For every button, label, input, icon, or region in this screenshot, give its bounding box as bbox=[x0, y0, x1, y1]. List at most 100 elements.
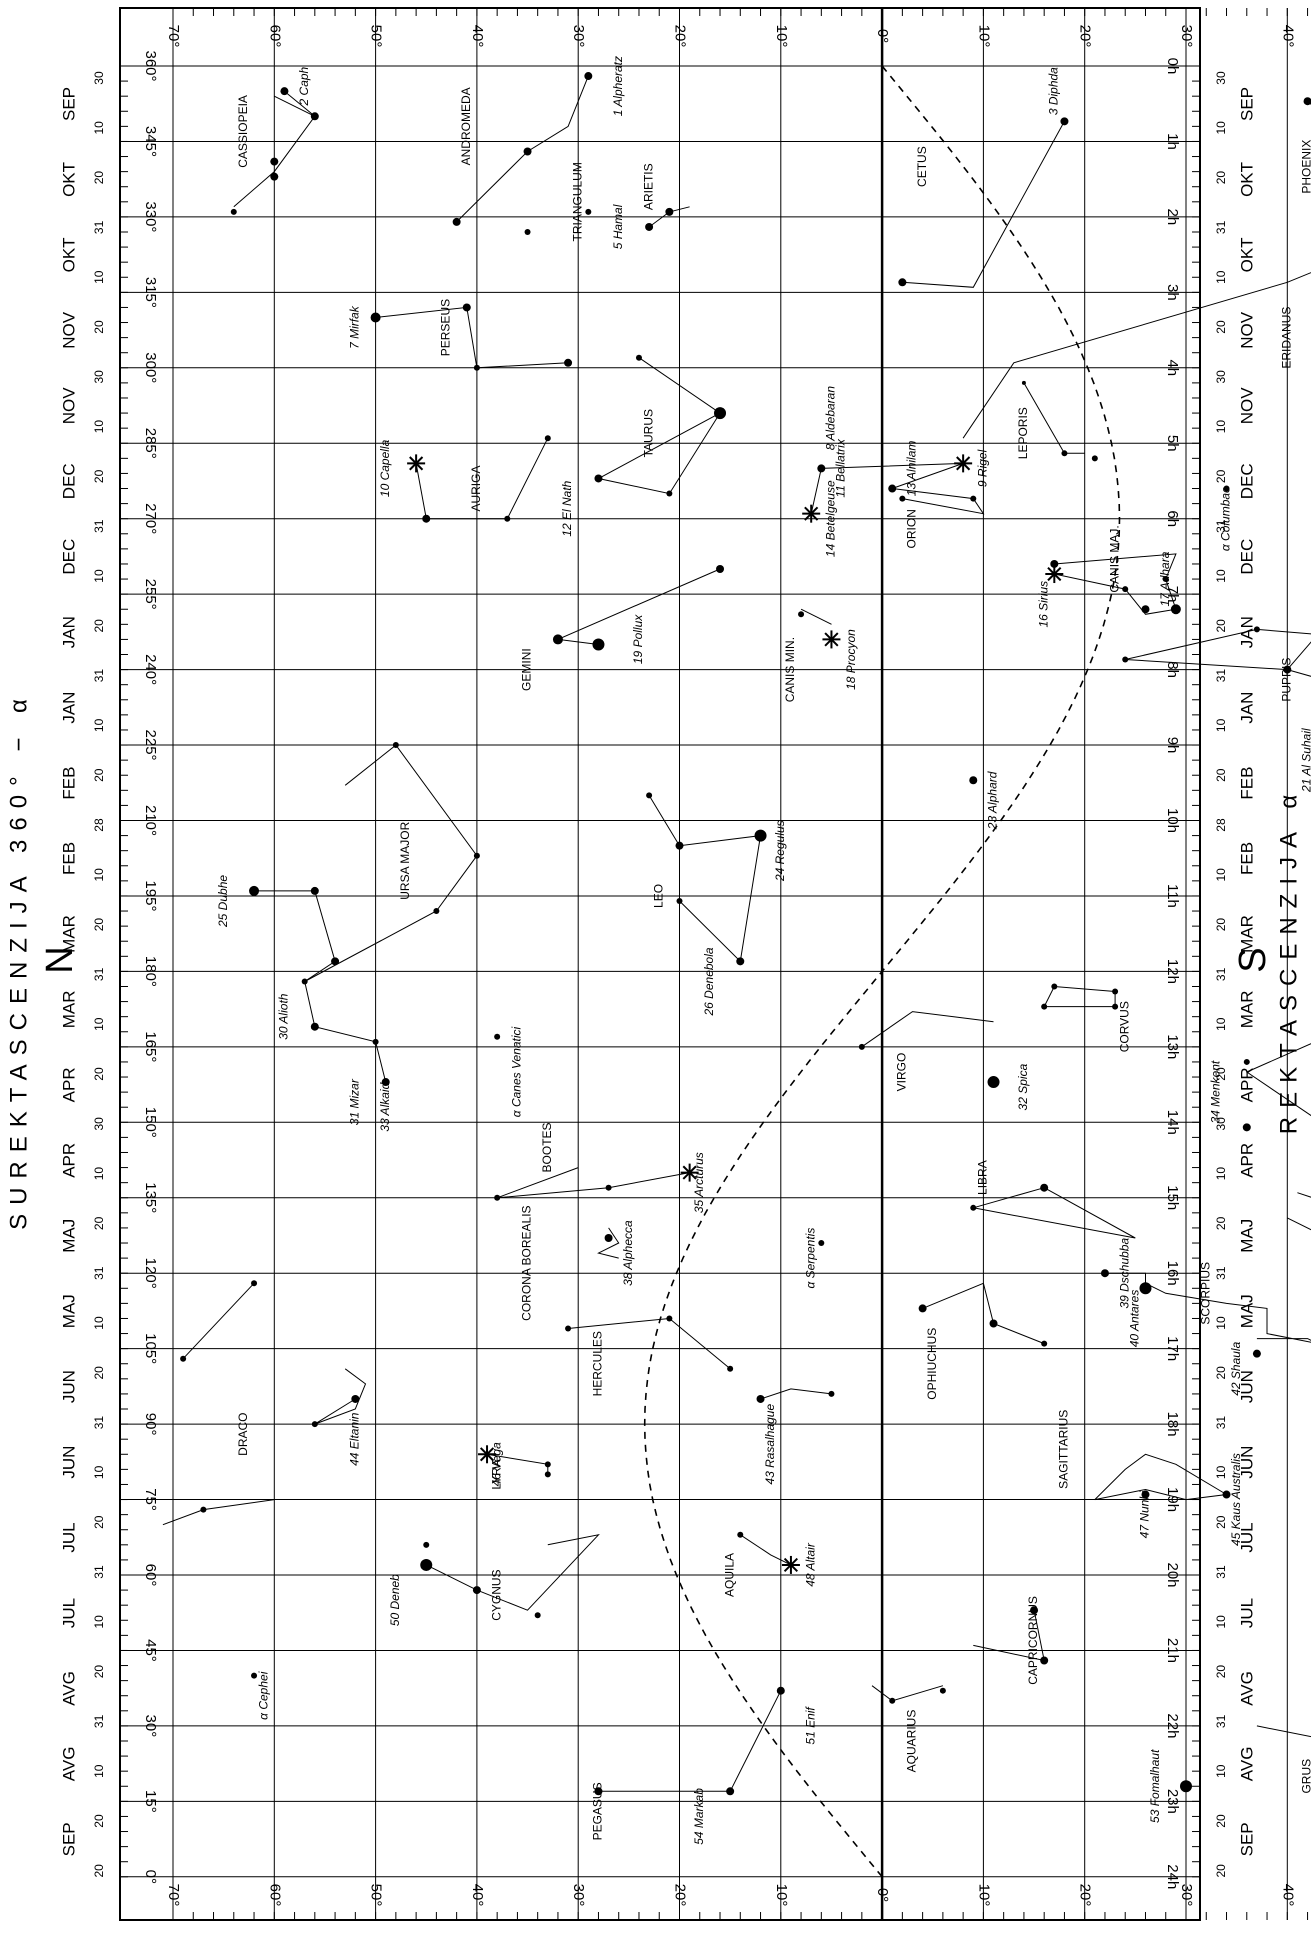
dec-tick-top: 0° bbox=[874, 29, 891, 43]
day-left: 20 bbox=[92, 768, 106, 782]
day-right: 20 bbox=[1214, 1216, 1228, 1230]
named-star-label: 13 Alnilam bbox=[905, 441, 919, 497]
month-left: SEP bbox=[59, 1822, 78, 1856]
month-left: NOV bbox=[59, 387, 78, 425]
ra-degree-tick: 120° bbox=[142, 1258, 159, 1289]
named-star-label: 53 Fomalhaut bbox=[1148, 1749, 1162, 1823]
day-left: 31 bbox=[92, 519, 106, 533]
crv-eps bbox=[1041, 1003, 1048, 1010]
day-left: 20 bbox=[92, 171, 106, 185]
day-right: 10 bbox=[1214, 1167, 1228, 1181]
month-left: APR bbox=[59, 1067, 78, 1102]
ra-hour-tick: 4h bbox=[1164, 359, 1181, 376]
day-left: 10 bbox=[92, 1316, 106, 1330]
mirfak bbox=[370, 312, 381, 323]
uma-psi bbox=[433, 908, 440, 915]
oph-beta bbox=[828, 1390, 835, 1397]
day-left: 20 bbox=[92, 469, 106, 483]
adhara bbox=[1170, 604, 1181, 615]
named-star-label: 38 Alphecca bbox=[621, 1220, 635, 1286]
hamal bbox=[645, 222, 654, 231]
corona-borealis-line bbox=[597, 1227, 620, 1259]
almach bbox=[452, 217, 461, 226]
dec-tick-top: 30° bbox=[1178, 25, 1195, 48]
oph-eta bbox=[1041, 1340, 1048, 1347]
month-left: NOV bbox=[59, 311, 78, 349]
oph-zeta bbox=[989, 1319, 998, 1328]
named-star-label: 45 Kaus Australis bbox=[1229, 1453, 1243, 1546]
named-star-label: 25 Dubhe bbox=[216, 875, 230, 928]
named-star-label: 19 Pollux bbox=[631, 614, 645, 664]
zubeneschamali bbox=[970, 1204, 977, 1211]
dra-eta bbox=[251, 1280, 258, 1287]
named-star-label: 54 Markab bbox=[692, 1788, 706, 1845]
capella-star bbox=[409, 456, 424, 471]
day-left: 30 bbox=[92, 1117, 106, 1131]
shaula bbox=[1252, 1349, 1261, 1358]
ophiuchus-line bbox=[922, 1282, 1045, 1345]
dec-tick-top: 70° bbox=[165, 25, 182, 48]
ra-hour-tick: 17h bbox=[1164, 1336, 1181, 1361]
dra-xi bbox=[311, 1421, 318, 1428]
ra-degree-tick: 300° bbox=[142, 352, 159, 383]
other-star-label: α Cephei bbox=[256, 1671, 270, 1720]
enif bbox=[776, 1686, 785, 1695]
named-star-label: 1 Alpheratz bbox=[611, 56, 625, 116]
ra-degree-tick: 0° bbox=[142, 1870, 159, 1884]
day-left: 31 bbox=[92, 1714, 106, 1728]
day-left: 31 bbox=[92, 1416, 106, 1430]
constellation-label: PHOENIX bbox=[1300, 140, 1311, 194]
constellation-label: CANIS MIN. bbox=[783, 637, 797, 702]
ra-degree-tick: 285° bbox=[142, 428, 159, 459]
ra-hour-tick: 16h bbox=[1164, 1261, 1181, 1286]
alpheratz bbox=[584, 72, 593, 81]
cas-epsilon bbox=[230, 208, 237, 215]
month-right: APR bbox=[1237, 1067, 1256, 1102]
ecliptic-line bbox=[643, 65, 1121, 1878]
alkaid bbox=[381, 1078, 390, 1087]
day-right: 30 bbox=[1214, 370, 1228, 384]
month-right: NOV bbox=[1237, 387, 1256, 425]
ra-hour-tick: 14h bbox=[1164, 1110, 1181, 1135]
markab bbox=[726, 1787, 735, 1796]
alpha-canes-venatici bbox=[494, 1033, 501, 1040]
constellation-label: CETUS bbox=[915, 146, 929, 187]
uma-mu bbox=[473, 852, 480, 859]
month-left: MAJ bbox=[59, 1294, 78, 1328]
dec-tick-bottom: 20° bbox=[672, 1884, 689, 1907]
lepus-line bbox=[1023, 382, 1085, 454]
gomeisa bbox=[798, 611, 805, 618]
north-letter: N bbox=[39, 946, 81, 973]
month-right: OKT bbox=[1237, 237, 1256, 272]
denebola bbox=[736, 957, 745, 966]
caph bbox=[280, 87, 289, 96]
ra-hour-tick: 21h bbox=[1164, 1638, 1181, 1663]
constellation-label: PEGASUS bbox=[591, 1782, 605, 1840]
constellation-label: CAPRICORNUS bbox=[1026, 1596, 1040, 1685]
perseus-line bbox=[375, 306, 569, 369]
day-right: 31 bbox=[1214, 1565, 1228, 1579]
day-right: 10 bbox=[1214, 1465, 1228, 1479]
named-star-label: 24 Regulus bbox=[773, 820, 787, 882]
month-left: JUL bbox=[59, 1598, 78, 1628]
month-right: JUN bbox=[1237, 1446, 1256, 1479]
day-right: 10 bbox=[1214, 569, 1228, 583]
day-left: 31 bbox=[92, 1565, 106, 1579]
ra-degree-tick: 315° bbox=[142, 277, 159, 308]
month-right: JAN bbox=[1237, 692, 1256, 724]
month-left: AVG bbox=[59, 1747, 78, 1782]
day-right: 10 bbox=[1214, 718, 1228, 732]
day-right: 10 bbox=[1214, 1017, 1228, 1031]
day-right: 20 bbox=[1214, 1665, 1228, 1679]
ra-hour-tick: 10h bbox=[1164, 808, 1181, 833]
named-star-label: 21 Al Suhail bbox=[1300, 728, 1311, 793]
ra-degree-tick: 45° bbox=[142, 1639, 159, 1662]
cma-delta bbox=[1162, 576, 1169, 583]
day-right: 31 bbox=[1214, 519, 1228, 533]
ra-degree-tick: 360° bbox=[142, 50, 159, 81]
month-right: SEP bbox=[1237, 1822, 1256, 1856]
month-left: MAR bbox=[59, 915, 78, 953]
ra-hour-tick: 23h bbox=[1164, 1789, 1181, 1814]
named-star-label: 7 Mirfak bbox=[348, 305, 362, 349]
named-star-label: 39 Dschubba bbox=[1117, 1238, 1131, 1309]
